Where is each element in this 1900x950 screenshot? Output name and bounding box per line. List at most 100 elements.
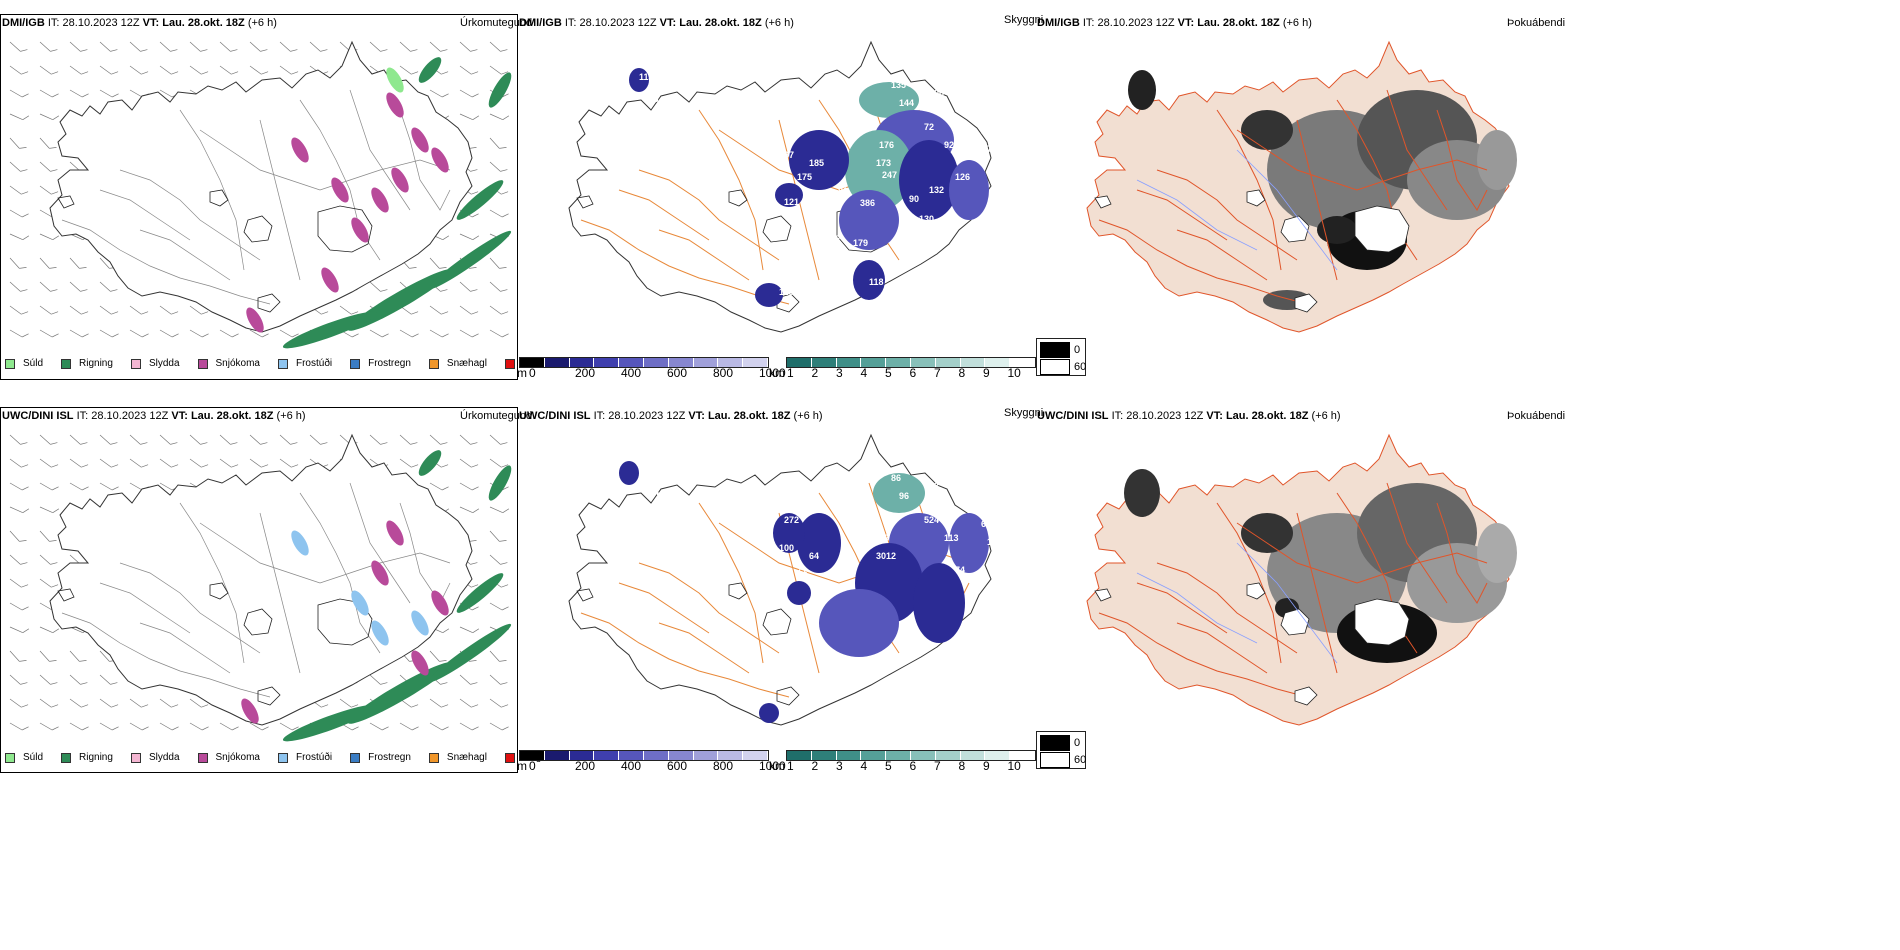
colorbar-segment bbox=[1010, 751, 1035, 760]
precip-legend-swatch bbox=[61, 358, 72, 369]
visibility-number-label: 106 bbox=[929, 88, 944, 98]
visibility-number-label: 79 bbox=[987, 144, 997, 154]
visibility-km-tick: 2 bbox=[811, 759, 819, 773]
precip-map-top bbox=[9, 40, 512, 349]
header-visibility-bottom: UWC/DINI ISL IT: 28.10.2023 12Z VT: Lau.… bbox=[519, 410, 823, 422]
colorbar-segment bbox=[718, 751, 744, 760]
visibility-unit-km: km bbox=[769, 366, 785, 380]
visibility-km-tick: 8 bbox=[958, 366, 966, 380]
fog-legend-label: 0 bbox=[1074, 344, 1081, 356]
visibility-ticks-top: m 0 200 400 600 800 1000 km 1 2 3 4 5 6 7 8 9 10 bbox=[517, 366, 1037, 380]
colorbar-segment bbox=[935, 751, 961, 760]
colorbar-segment bbox=[520, 358, 545, 367]
precip-panel-frame-top bbox=[0, 14, 518, 380]
visibility-number-label: 108 bbox=[933, 100, 948, 110]
fog-legend-swatch bbox=[1040, 735, 1070, 751]
colorbar-segment bbox=[569, 751, 595, 760]
precip-map-bottom bbox=[9, 433, 512, 742]
visibility-m-tick: 400 bbox=[621, 759, 642, 773]
precip-legend-swatch bbox=[130, 752, 141, 763]
colorbar-segment bbox=[619, 358, 644, 367]
precip-legend-swatch bbox=[197, 358, 208, 369]
visibility-number-label: 192 bbox=[964, 497, 979, 507]
precip-legend-swatch bbox=[197, 752, 208, 763]
colorbar-segment bbox=[861, 358, 887, 367]
fog-map-top bbox=[1086, 40, 1517, 333]
visibility-m-tick: 0 bbox=[529, 759, 536, 773]
colorbar-segment bbox=[643, 358, 669, 367]
colorbar-segment bbox=[718, 358, 744, 367]
precip-legend-swatch bbox=[5, 358, 15, 369]
precip-legend-swatch bbox=[350, 358, 361, 369]
fog-legend-top: 0 60 bbox=[1036, 338, 1086, 376]
fog-legend-label: 60 bbox=[1074, 361, 1087, 373]
visibility-km-tick: 4 bbox=[860, 366, 868, 380]
visibility-number-label: 99 bbox=[879, 533, 889, 543]
visibility-km-tick: 8 bbox=[958, 759, 966, 773]
precip-legend-label: Slydda bbox=[148, 752, 180, 763]
visibility-km-tick: 10 bbox=[1007, 366, 1021, 380]
visibility-number-label: 81 bbox=[774, 312, 784, 322]
colorbar-segment bbox=[811, 751, 837, 760]
colorbar-segment bbox=[668, 751, 694, 760]
header-fog-top: DMI/IGB IT: 28.10.2023 12Z VT: Lau. 28.o… bbox=[1037, 17, 1312, 29]
header-precip-top: DMI/IGB IT: 28.10.2023 12Z VT: Lau. 28.o… bbox=[2, 17, 277, 29]
colorbar-segment bbox=[836, 358, 862, 367]
precip-legend-item: Frostregn bbox=[350, 358, 411, 369]
visibility-number-label: 103 bbox=[987, 537, 1002, 547]
precip-legend-item: Frostúði bbox=[277, 358, 332, 369]
visibility-km-tick: 2 bbox=[811, 366, 819, 380]
visibility-km-tick: 5 bbox=[885, 366, 892, 380]
visibility-number-label: 179 bbox=[853, 238, 868, 248]
visibility-number-label: 130 bbox=[919, 214, 934, 224]
visibility-number-label: 173 bbox=[876, 158, 891, 168]
visibility-number-label: 71 bbox=[797, 565, 807, 575]
visibility-number-label: 98 bbox=[784, 122, 794, 132]
visibility-number-label: 105 bbox=[981, 126, 996, 136]
colorbar-segment bbox=[960, 358, 986, 367]
colorbar-segment bbox=[886, 751, 911, 760]
colorbar-segment bbox=[811, 358, 837, 367]
precip-legend-item: Slydda bbox=[130, 358, 180, 369]
visibility-number-label: 72 bbox=[924, 122, 934, 132]
visibility-map-top: 113 116 135 106 144 108 98 115 72 105 197 185 176 92 7… bbox=[568, 40, 997, 333]
precip-legend-label: Rigning bbox=[79, 358, 113, 369]
visibility-km-tick: 9 bbox=[983, 759, 990, 773]
colorbar-segment bbox=[985, 358, 1011, 367]
visibility-number-label: 121 bbox=[784, 197, 799, 207]
precip-legend-label: Rigning bbox=[79, 752, 113, 763]
header-precip-bottom: UWC/DINI ISL IT: 28.10.2023 12Z VT: Lau.… bbox=[2, 410, 306, 422]
visibility-number-label: 116 bbox=[644, 94, 659, 104]
visibility-number-label: 100 bbox=[779, 543, 794, 553]
precip-legend-item: Slydda bbox=[130, 752, 180, 763]
visibility-km-tick: 4 bbox=[860, 759, 868, 773]
visibility-number-label: 197 bbox=[779, 150, 794, 160]
precip-legend-item: Snjókoma bbox=[197, 752, 260, 763]
visibility-number-label: 247 bbox=[882, 170, 897, 180]
visibility-km-colorbar-bottom bbox=[786, 750, 1036, 761]
visibility-m-tick: 1000 bbox=[759, 759, 786, 773]
visibility-number-label: 74 bbox=[955, 565, 965, 575]
visibility-number-label: 386 bbox=[860, 198, 875, 208]
visibility-m-colorbar-top bbox=[519, 357, 769, 368]
visibility-number-label: 177 bbox=[826, 234, 841, 244]
panel-title-visibility-top: Skyggni bbox=[1004, 14, 1044, 26]
visibility-km-tick: 10 bbox=[1007, 759, 1021, 773]
colorbar-segment bbox=[594, 751, 620, 760]
visibility-number-label: 64 bbox=[809, 551, 819, 561]
visibility-number-label: 113 bbox=[933, 493, 948, 503]
colorbar-segment bbox=[787, 358, 812, 367]
visibility-map-bottom: 153 104 86 83 96 113 272 192 524 666 100 64 99 113 103… bbox=[568, 433, 1002, 726]
visibility-m-colorbar-bottom bbox=[519, 750, 769, 761]
visibility-number-label: 144 bbox=[899, 98, 914, 108]
precip-legend-label: Snæhagl bbox=[446, 752, 487, 763]
panel-title-fog-top: Þokuábendi bbox=[1507, 17, 1566, 29]
colorbar-segment bbox=[985, 751, 1011, 760]
fog-legend-label: 0 bbox=[1074, 737, 1081, 749]
colorbar-segment bbox=[520, 751, 545, 760]
precip-legend-item: Súld bbox=[5, 358, 43, 369]
visibility-number-label: 132 bbox=[929, 185, 944, 195]
precip-legend-item: Rigning bbox=[61, 358, 113, 369]
colorbar-segment bbox=[668, 358, 694, 367]
precip-legend-label: Súld bbox=[23, 752, 44, 763]
